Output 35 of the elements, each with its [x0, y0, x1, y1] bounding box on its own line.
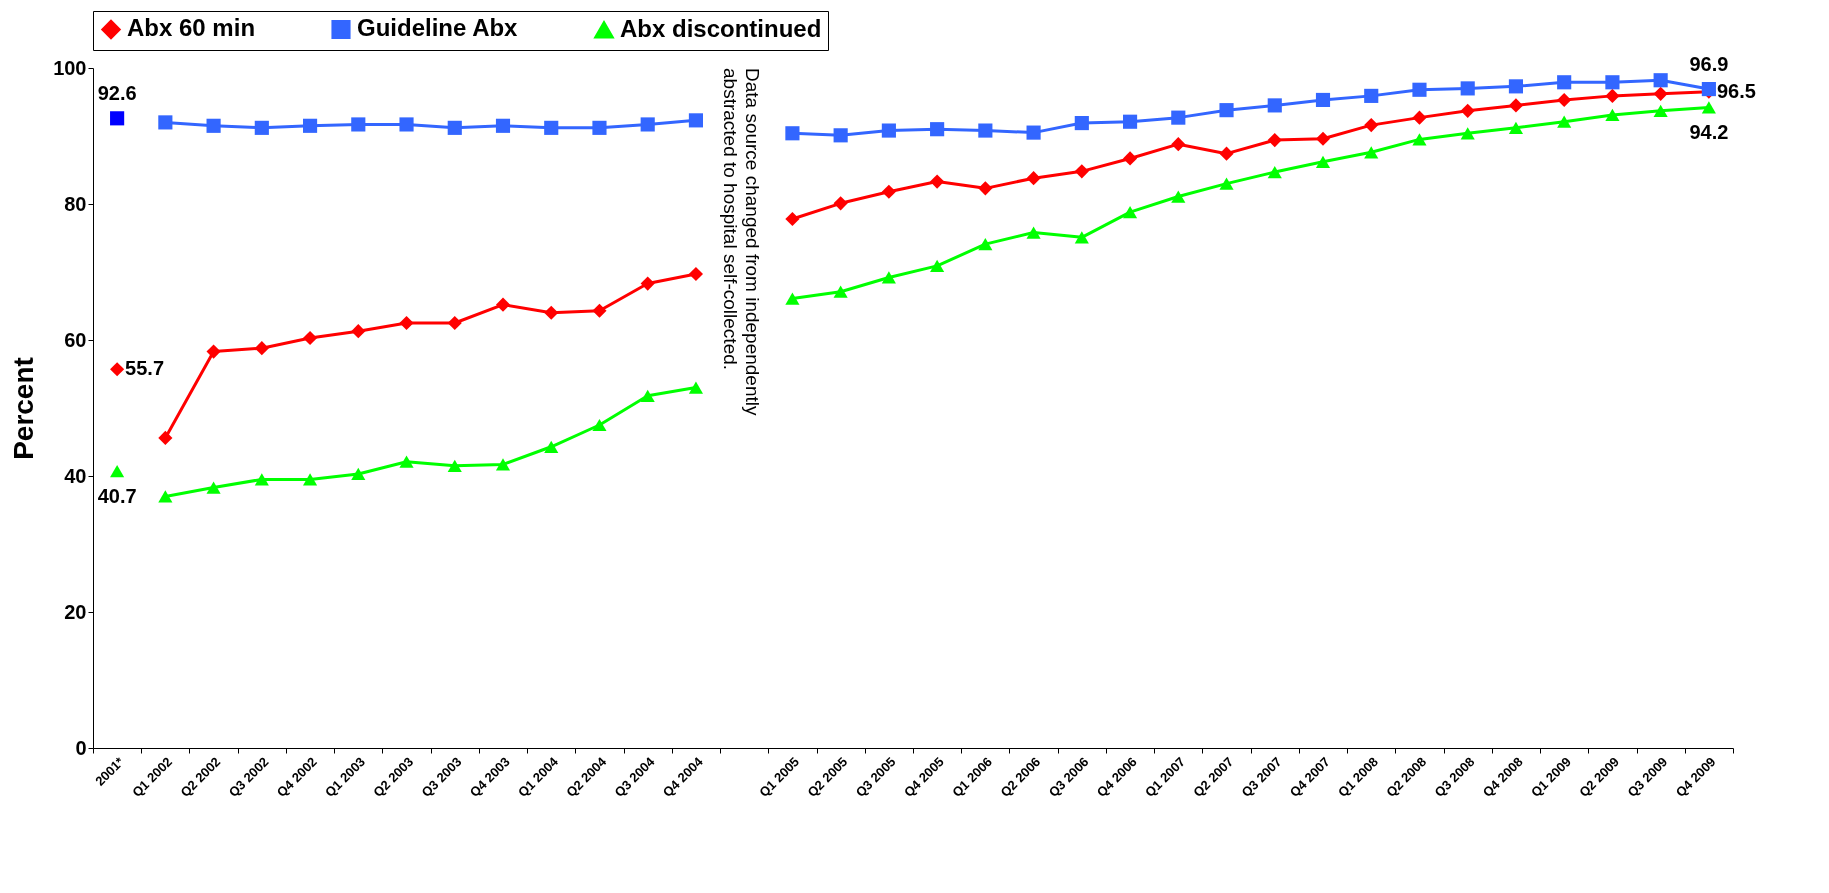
y-tick-label: 80	[64, 192, 87, 215]
y-tick-label: 60	[64, 328, 87, 351]
point	[110, 465, 125, 478]
point	[447, 315, 462, 331]
data-label: 94.2	[1689, 121, 1729, 144]
point	[1557, 75, 1572, 90]
y-axis-title: Percent	[8, 357, 40, 460]
point	[110, 362, 125, 377]
y-tick-label: 40	[64, 464, 87, 487]
legend-label: Guideline Abx	[357, 14, 519, 42]
legend-label: Abx 60 min	[127, 14, 256, 42]
point	[302, 330, 318, 346]
point	[206, 344, 221, 359]
point	[254, 341, 269, 356]
point	[592, 303, 607, 318]
y-tick-label: 20	[64, 600, 87, 623]
y-tick-label: 100	[53, 56, 87, 79]
point	[1605, 75, 1620, 90]
point	[1653, 73, 1668, 88]
data-label: 92.6	[97, 82, 137, 105]
point	[495, 297, 511, 312]
y-tick-label: 0	[75, 736, 87, 759]
annotation: Data source changed from independently abstracted to hospital self-collected.	[720, 68, 764, 416]
point	[688, 266, 704, 282]
point	[399, 315, 414, 331]
data-label: 96.5	[1716, 79, 1756, 102]
data-label: 55.7	[125, 357, 165, 380]
legend-label: Abx discontinued	[620, 15, 822, 43]
point	[1508, 79, 1524, 94]
data-label: 40.7	[97, 485, 137, 508]
data-label: 96.9	[1689, 53, 1729, 76]
point	[544, 305, 559, 320]
point	[351, 324, 366, 339]
point	[110, 111, 125, 126]
point	[640, 276, 655, 291]
